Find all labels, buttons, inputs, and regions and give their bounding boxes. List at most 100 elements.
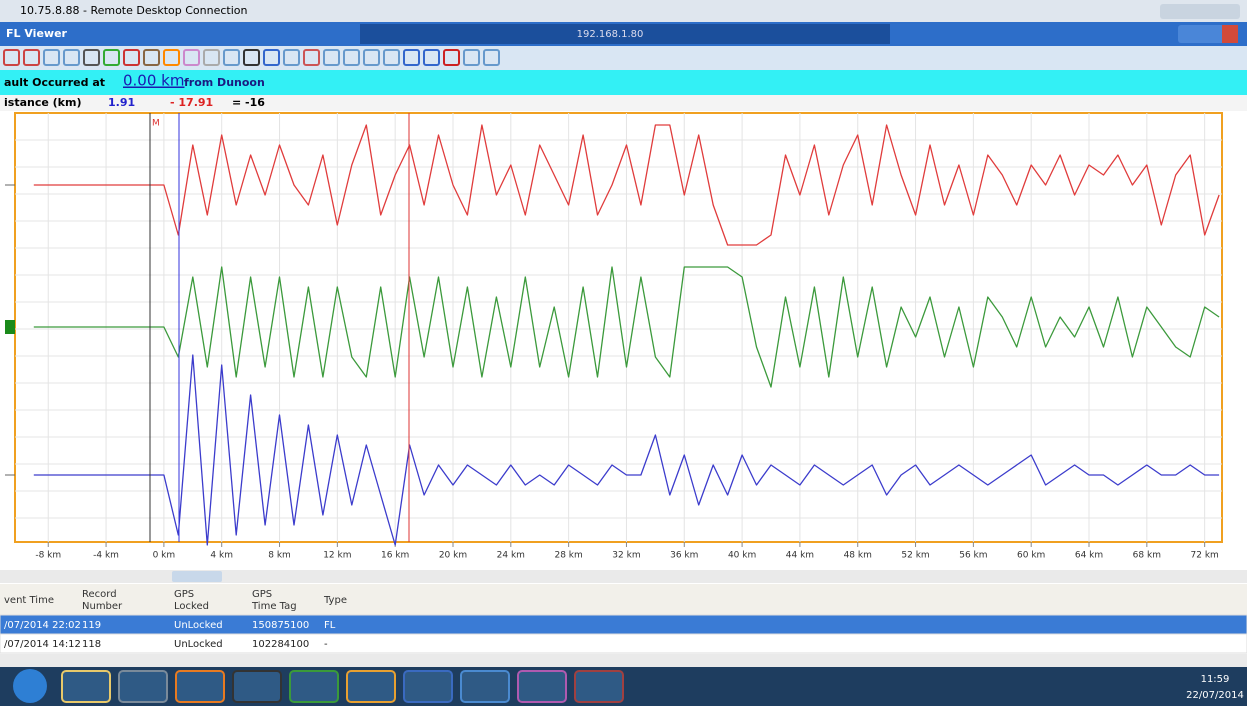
x-tick-label: 24 km: [497, 551, 525, 561]
table-cell: 150875100: [252, 620, 309, 631]
fault-distance: 0.00 km: [123, 72, 184, 90]
tool-button[interactable]: [363, 49, 380, 66]
table-cell: UnLocked: [174, 620, 223, 631]
table-cell: -: [324, 639, 328, 650]
trace: [33, 266, 1220, 388]
x-tick-label: 48 km: [844, 551, 872, 561]
distance-red: - 17.91: [170, 96, 213, 109]
tool-button[interactable]: [223, 49, 240, 66]
start-button[interactable]: [13, 669, 47, 703]
fault-bar: [0, 70, 1247, 95]
tool-button[interactable]: [183, 49, 200, 66]
taskbar-button[interactable]: [403, 670, 453, 703]
taskbar-button[interactable]: [61, 670, 111, 703]
distance-label: istance (km): [4, 96, 81, 109]
table-cell: 118: [82, 639, 101, 650]
taskbar-button[interactable]: [175, 670, 225, 703]
column-header: Type: [323, 595, 347, 606]
tool-button[interactable]: [423, 49, 440, 66]
tool-button[interactable]: [43, 49, 60, 66]
app-title: FL Viewer: [6, 27, 68, 40]
x-tick-label: 12 km: [323, 551, 351, 561]
tool-button[interactable]: [123, 49, 140, 66]
x-tick-label: 56 km: [959, 551, 987, 561]
x-tick-label: 4 km: [210, 551, 233, 561]
table-cell: 119: [82, 620, 101, 631]
x-tick-label: 32 km: [612, 551, 640, 561]
tool-button[interactable]: [303, 49, 320, 66]
table-header: [0, 584, 1247, 615]
column-header-line: Number: [82, 601, 123, 612]
table-row[interactable]: [0, 633, 1247, 654]
x-tick-label: 44 km: [786, 551, 814, 561]
rdp-controls[interactable]: [1160, 4, 1240, 19]
x-tick-label: 64 km: [1075, 551, 1103, 561]
tool-button[interactable]: [103, 49, 120, 66]
column-header-line: vent Time: [4, 595, 54, 606]
tool-button[interactable]: [383, 49, 400, 66]
tool-button[interactable]: [283, 49, 300, 66]
plot-area: [14, 112, 1223, 543]
table-cell: FL: [324, 620, 336, 631]
tool-button[interactable]: [63, 49, 80, 66]
x-tick-label: 40 km: [728, 551, 756, 561]
distance-diff: = -16: [232, 96, 265, 109]
clock-time: 11:59: [1201, 674, 1230, 685]
column-header: vent Time: [4, 595, 54, 606]
x-tick-label: 0 km: [153, 551, 176, 561]
column-header-line: GPS: [174, 589, 194, 600]
x-tick-label: 60 km: [1017, 551, 1045, 561]
tool-button[interactable]: [463, 49, 480, 66]
tool-button[interactable]: [3, 49, 20, 66]
fault-prefix: ault Occurred at: [4, 76, 105, 89]
x-tick-label: -4 km: [93, 551, 119, 561]
taskbar-button[interactable]: [517, 670, 567, 703]
column-header-line: Locked: [174, 601, 209, 612]
column-header-line: Type: [323, 595, 347, 606]
tool-button[interactable]: [163, 49, 180, 66]
tool-button[interactable]: [263, 49, 280, 66]
taskbar-button[interactable]: [346, 670, 396, 703]
tool-button[interactable]: [83, 49, 100, 66]
column-header-line: Record: [82, 589, 117, 600]
taskbar-button[interactable]: [118, 670, 168, 703]
tool-button[interactable]: [343, 49, 360, 66]
taskbar-button[interactable]: [232, 670, 282, 703]
table-scrollbar[interactable]: [0, 654, 1247, 667]
tool-button[interactable]: [403, 49, 420, 66]
column-header-line: GPS: [252, 589, 272, 600]
host: 192.168.1.80: [577, 29, 644, 40]
table-cell: UnLocked: [174, 639, 223, 650]
close-button[interactable]: [1222, 25, 1238, 43]
column-header: GPS Locked: [174, 589, 209, 612]
tool-button[interactable]: [243, 49, 260, 66]
column-header: Record Number: [82, 589, 123, 612]
table-cell: /07/2014 14:12: [4, 639, 81, 650]
tool-button[interactable]: [203, 49, 220, 66]
scroll-thumb[interactable]: [172, 571, 222, 582]
x-tick-label: 72 km: [1191, 551, 1219, 561]
x-tick-label: 28 km: [554, 551, 582, 561]
x-tick-label: 52 km: [901, 551, 929, 561]
taskbar-button[interactable]: [574, 670, 624, 703]
clock-date: 22/07/2014: [1186, 690, 1244, 701]
tool-button[interactable]: [23, 49, 40, 66]
trace: [33, 124, 1220, 246]
distance-blue: 1.91: [108, 96, 135, 109]
x-tick-label: 36 km: [670, 551, 698, 561]
tool-button[interactable]: [323, 49, 340, 66]
table-cell: 102284100: [252, 639, 309, 650]
h-scrollbar[interactable]: [0, 570, 1247, 583]
tool-button[interactable]: [483, 49, 500, 66]
channel-marker: [5, 320, 15, 334]
taskbar-button[interactable]: [460, 670, 510, 703]
taskbar-button[interactable]: [289, 670, 339, 703]
tool-button[interactable]: [143, 49, 160, 66]
rdp-title: 10.75.8.88 - Remote Desktop Connection: [20, 4, 248, 17]
marker-label: M: [152, 119, 160, 129]
tool-button[interactable]: [443, 49, 460, 66]
x-tick-label: -8 km: [35, 551, 61, 561]
x-tick-label: 8 km: [268, 551, 291, 561]
column-header-line: Time Tag: [251, 601, 297, 612]
